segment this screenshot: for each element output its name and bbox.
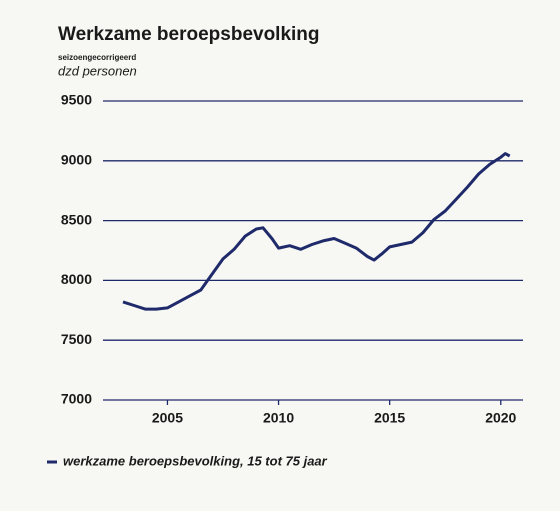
y-tick-label: 8000 [61, 271, 92, 287]
y-tick-label: 9500 [61, 92, 92, 108]
x-tick-label: 2005 [152, 410, 183, 426]
y-tick-label: 7000 [61, 391, 92, 407]
chart-title: Werkzame beroepsbevolking [58, 24, 320, 45]
y-axis-label: dzd personen [58, 63, 137, 78]
chart-subtitle: seizoengecorrigeerd [58, 53, 136, 62]
legend-label: werkzame beroepsbevolking, 15 tot 75 jaa… [63, 453, 328, 468]
x-tick-label: 2015 [374, 410, 405, 426]
x-tick-label: 2020 [485, 410, 516, 426]
data-line [122, 152, 511, 311]
y-tick-label: 9000 [61, 152, 92, 168]
x-tick-label: 2010 [263, 410, 294, 426]
y-tick-label: 7500 [61, 331, 92, 347]
y-tick-label: 8500 [61, 211, 92, 227]
